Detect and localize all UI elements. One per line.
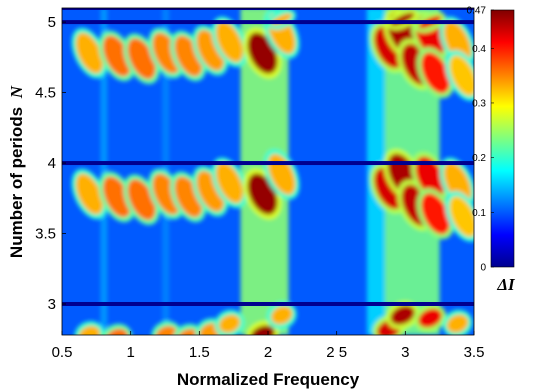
lobe-core [446,314,469,333]
y-tick-label: 3 [48,296,56,313]
lobe-core [449,196,474,238]
y-axis-title: Number of periods N [7,85,26,258]
lobe-core [421,193,450,235]
y-tick-label: 4.5 [35,85,56,102]
lobe-core [421,52,450,94]
lobe-core [418,308,442,328]
period-boundary [62,161,474,166]
x-tick-label: 1.5 [189,344,210,361]
colorbar-gradient [490,9,515,268]
lobe-core [127,38,156,80]
lobe-core [177,328,200,335]
x-tick-label: 0.5 [52,344,73,361]
lobe-core [250,325,275,335]
lobe-core [449,55,474,97]
colorbar-tick-label: 0.1 [472,208,486,219]
colorbar: 0 0.1 0.2 0.3 0.4 0.47 [467,6,515,274]
y-tick-label: 4 [48,155,56,172]
vertical-band [100,8,108,335]
x-axis-title: Normalized Frequency [177,370,360,389]
lobe-core [218,314,241,333]
x-tick-label: 1 [126,344,134,361]
y-axis-title-group: Number of periods N [7,85,26,258]
lobe-core [215,21,244,63]
x-tick-label: 2 5 [326,344,347,361]
colorbar-tick-label: 0.2 [472,153,486,164]
lobe-core [155,325,178,335]
lobe-core [78,325,101,335]
period-boundary [62,20,474,25]
colorbar-tick-label: 0.4 [472,44,486,55]
heatmap-field [71,8,474,335]
lobe-core [270,306,293,325]
x-tick-label: 3.5 [464,344,485,361]
y-axis: 3 3.5 4 4.5 5 [35,14,66,313]
y-tick-label: 5 [48,14,56,31]
lobe-core [415,156,445,198]
y-tick-label: 3.5 [35,226,56,243]
lobe-core [75,32,104,74]
x-axis: 0.5 1 1.5 2 2 5 3 3.5 [52,331,485,361]
lobe-core [215,162,244,204]
plot-area [61,7,475,336]
y-axis-title-symbol: N [7,85,26,99]
colorbar-tick-label: 0.3 [472,98,486,109]
x-tick-label: 3 [401,344,409,361]
colorbar-tick-label: 0 [480,263,486,274]
colorbar-tick-label: 0.47 [467,6,487,17]
lobe-core [390,305,415,325]
lobe-core [127,179,156,221]
x-tick-label: 2 [264,344,272,361]
plot-clip [62,8,474,335]
period-boundary [62,301,474,306]
lobe-core [75,173,104,215]
colorbar-title: ΔI [496,275,516,294]
lobe-core [105,328,129,335]
y-axis-title-text: Number of periods [7,107,26,258]
period-boundary [62,8,474,10]
